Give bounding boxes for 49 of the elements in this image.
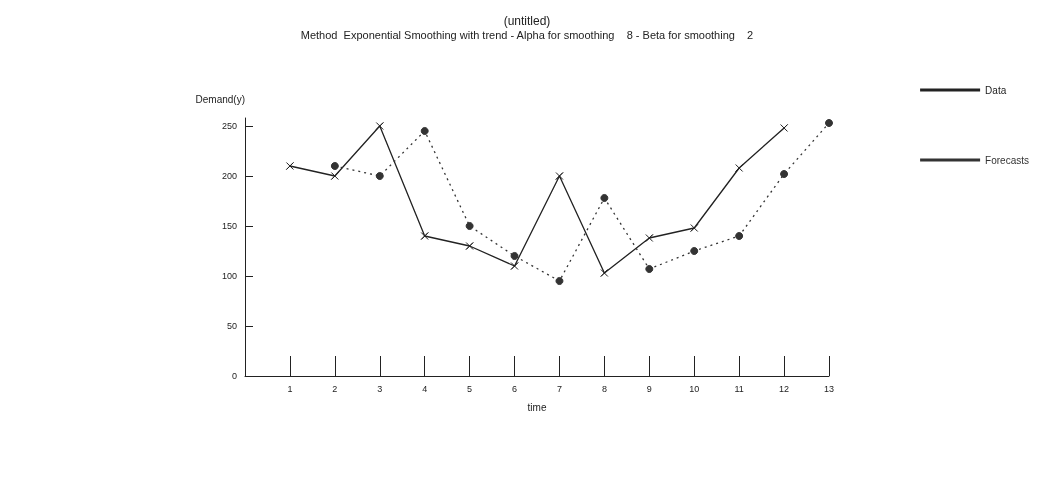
- text: Forecasts: [985, 154, 1029, 166]
- point: [330, 162, 339, 170]
- x-tick-label: 9: [646, 383, 652, 394]
- point: [735, 232, 744, 240]
- point: [330, 172, 339, 180]
- point: [375, 172, 384, 180]
- x-tick-label: 11: [734, 383, 744, 394]
- x-tick-label: 5: [467, 383, 473, 394]
- y-tick-label: 100: [221, 271, 237, 281]
- point: [375, 122, 384, 130]
- y-tick-label: 150: [221, 221, 237, 231]
- point: [510, 252, 519, 260]
- x-tick-label: 8: [601, 383, 607, 394]
- y-tick-label: 200: [221, 171, 237, 181]
- point: [645, 234, 654, 242]
- point: [420, 232, 429, 240]
- point: [780, 170, 789, 178]
- point: [735, 164, 744, 172]
- x-tick-label: 12: [779, 383, 790, 394]
- y-tick-label: 0: [231, 371, 237, 381]
- point: [600, 269, 609, 277]
- x-tick-label: 1: [287, 383, 293, 394]
- point: [780, 124, 789, 132]
- point: [600, 194, 609, 202]
- point: [420, 127, 429, 135]
- x-tick-label: 2: [332, 383, 338, 394]
- point: [465, 242, 474, 250]
- x-tick-label: 4: [422, 383, 428, 394]
- point: [555, 277, 564, 285]
- point: [465, 222, 474, 230]
- point: [555, 172, 564, 180]
- point: [690, 247, 699, 255]
- x-tick-label: 13: [823, 383, 835, 394]
- x-tick-label: 3: [377, 383, 383, 394]
- point: [510, 262, 519, 270]
- point: [645, 265, 654, 273]
- point: [285, 162, 294, 170]
- point: [690, 224, 699, 232]
- text: Data: [985, 84, 1007, 96]
- chart-title: (untitled): [503, 14, 551, 28]
- chart-subtitle: Method Exponential Smoothing with trend - Alpha for smoothing 8 - Beta for smoothing 2: [300, 28, 754, 41]
- y-axis-title: Demand(y): [195, 93, 245, 105]
- point: [825, 119, 833, 127]
- x-axis-title: time: [527, 401, 547, 413]
- x-tick-label: 7: [556, 383, 562, 394]
- y-tick-label: 250: [221, 121, 237, 131]
- x-tick-label: 6: [512, 383, 518, 394]
- y-tick-label: 50: [226, 321, 237, 331]
- x-tick-label: 10: [689, 383, 700, 394]
